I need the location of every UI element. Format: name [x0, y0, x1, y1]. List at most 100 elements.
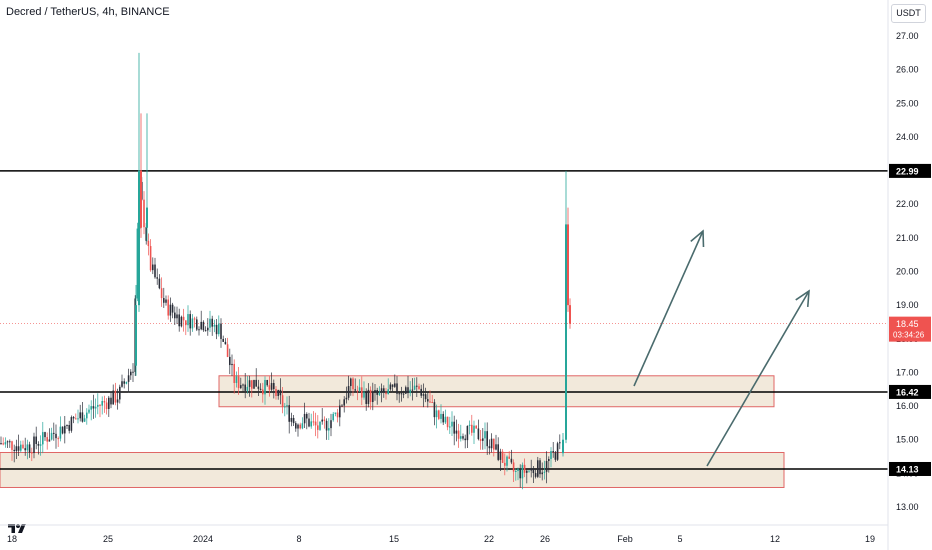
candle-body	[88, 409, 90, 413]
candle-body	[140, 170, 142, 228]
candle-body	[286, 405, 288, 407]
candle-body	[369, 389, 372, 403]
candle-body	[176, 314, 178, 319]
candle-body	[57, 438, 59, 440]
trend-arrow-line[interactable]	[706, 290, 810, 467]
candle-body	[383, 388, 385, 393]
level-label-mid: 16.42	[896, 387, 919, 397]
candle-body	[28, 444, 31, 453]
candle-body	[545, 461, 548, 472]
candle-body	[2, 443, 4, 445]
candle-body	[517, 468, 519, 471]
trend-arrow-line[interactable]	[633, 230, 704, 387]
candle-body	[50, 432, 53, 440]
candle-body	[233, 363, 235, 383]
price-tick-label: 24.00	[896, 132, 919, 142]
price-tick-label: 16.00	[896, 401, 919, 411]
last-price-label: 18.45	[896, 319, 919, 329]
candle-body	[391, 384, 394, 387]
candle-body	[279, 389, 282, 396]
candle-body	[475, 425, 477, 429]
candle-body	[229, 356, 231, 366]
candle-body	[31, 452, 33, 454]
candle-body	[160, 288, 163, 299]
candle-body	[409, 389, 411, 394]
candle-body	[79, 412, 81, 419]
candle-body	[303, 413, 306, 424]
candle-body	[178, 314, 180, 327]
candle-body	[319, 421, 321, 430]
candle-body	[334, 412, 337, 414]
candle-body	[196, 319, 198, 330]
price-tick-label: 19.00	[896, 300, 919, 310]
candle-body	[75, 418, 77, 420]
candle-body	[433, 402, 436, 418]
candle-body	[13, 449, 15, 452]
candle-body	[422, 394, 425, 396]
candle-body	[532, 468, 535, 474]
candle-body	[220, 323, 222, 339]
candle-body	[213, 324, 216, 327]
candle-body	[554, 452, 557, 460]
candle-body	[97, 404, 99, 407]
candle-body	[248, 380, 251, 387]
candle-body	[121, 381, 123, 387]
time-tick-label: 18	[7, 534, 17, 544]
candle-body	[330, 420, 332, 429]
level-label-mid-box	[889, 384, 931, 399]
candle-body	[235, 376, 238, 383]
candle-body	[341, 405, 343, 407]
candle-body	[497, 444, 499, 460]
candle-body	[339, 405, 341, 418]
candle-body	[152, 264, 154, 271]
candle-body	[222, 338, 224, 342]
candle-body	[292, 417, 295, 424]
time-tick-label: 25	[103, 534, 113, 544]
candle-body	[202, 321, 205, 331]
candle-body	[207, 327, 209, 331]
candle-body	[411, 389, 414, 391]
candle-body	[24, 448, 26, 451]
candle-body	[171, 304, 174, 313]
candle-body	[508, 456, 510, 459]
candle-body	[460, 436, 462, 439]
level-label-high: 22.99	[896, 166, 919, 176]
candle-body	[550, 451, 552, 459]
candle-body	[215, 324, 218, 335]
candle-body	[55, 433, 57, 439]
candle-body	[169, 304, 172, 316]
candle-body	[70, 417, 73, 431]
candle-body	[0, 443, 2, 445]
candle-body	[363, 392, 365, 398]
level-label-high-box	[889, 163, 931, 178]
candle-body	[407, 387, 409, 394]
candle-body	[209, 318, 211, 328]
candle-body	[466, 425, 469, 441]
candle-body	[398, 393, 400, 395]
candle-body	[455, 430, 458, 434]
candle-body	[418, 386, 420, 389]
candle-body	[66, 425, 68, 427]
candle-body	[156, 277, 158, 279]
candle-body	[39, 444, 42, 446]
candle-body	[127, 375, 130, 382]
candle-body	[358, 387, 361, 391]
candle-body	[528, 470, 530, 472]
price-tick-label: 20.00	[896, 267, 919, 277]
candle-body	[510, 458, 513, 463]
last-price-box	[889, 316, 931, 342]
currency-selector[interactable]: USDT	[891, 4, 926, 23]
candle-body	[116, 399, 119, 403]
candle-body	[562, 439, 564, 454]
price-zone-box[interactable]	[0, 451, 785, 488]
candle-body	[493, 438, 495, 450]
candle-body	[231, 363, 233, 366]
candle-body	[361, 387, 363, 398]
price-tick-label: 27.00	[896, 31, 919, 41]
candle-body	[548, 458, 550, 462]
price-tick-label: 26.00	[896, 65, 919, 75]
candle-body	[374, 389, 376, 392]
candle-body	[237, 376, 240, 389]
candle-body	[429, 401, 431, 403]
